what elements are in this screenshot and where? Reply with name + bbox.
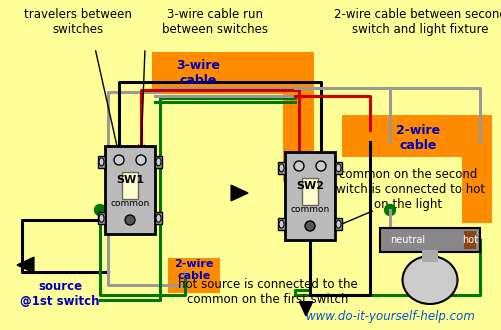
Bar	[155, 156, 162, 168]
Bar	[379, 228, 479, 252]
Text: neutral: neutral	[390, 235, 425, 245]
Ellipse shape	[402, 256, 456, 304]
Ellipse shape	[279, 220, 284, 228]
Bar	[98, 212, 105, 224]
Circle shape	[125, 215, 135, 225]
Bar	[302, 179, 317, 205]
Bar	[283, 52, 313, 182]
Text: source
@1st switch: source @1st switch	[20, 280, 100, 308]
Text: 2-wire
cable: 2-wire cable	[174, 259, 213, 281]
Bar	[463, 231, 475, 249]
Ellipse shape	[99, 158, 104, 166]
Bar	[285, 152, 334, 240]
Circle shape	[94, 205, 105, 215]
Text: common: common	[290, 206, 329, 214]
Bar	[341, 115, 491, 157]
Text: SW1: SW1	[116, 175, 144, 185]
Circle shape	[136, 155, 146, 165]
Bar	[461, 115, 491, 223]
Ellipse shape	[156, 158, 161, 166]
Circle shape	[384, 205, 395, 215]
Bar	[168, 258, 219, 293]
Bar	[278, 162, 285, 174]
Text: SW2: SW2	[296, 181, 323, 191]
Polygon shape	[230, 185, 247, 201]
Bar	[278, 218, 285, 230]
Circle shape	[114, 155, 124, 165]
Ellipse shape	[156, 214, 161, 222]
Bar	[98, 156, 105, 168]
Circle shape	[305, 221, 314, 231]
Text: common on the second
switch is connected to hot
on the light: common on the second switch is connected…	[330, 168, 484, 211]
Circle shape	[294, 161, 304, 171]
Circle shape	[289, 200, 300, 211]
Polygon shape	[299, 302, 312, 316]
Bar	[334, 162, 341, 174]
Ellipse shape	[335, 220, 340, 228]
Bar	[421, 250, 437, 262]
Text: www.do-it-yourself-help.com: www.do-it-yourself-help.com	[305, 310, 473, 323]
Circle shape	[315, 161, 325, 171]
Bar	[105, 146, 155, 234]
Ellipse shape	[335, 164, 340, 172]
Text: travelers between
switches: travelers between switches	[24, 8, 132, 36]
Text: 2-wire
cable: 2-wire cable	[395, 124, 439, 152]
Bar	[152, 52, 313, 94]
Polygon shape	[17, 257, 34, 273]
Text: hot: hot	[461, 235, 477, 245]
Bar	[334, 218, 341, 230]
Text: 3-wire cable run
between switches: 3-wire cable run between switches	[162, 8, 268, 36]
Ellipse shape	[99, 214, 104, 222]
Text: 3-wire
cable: 3-wire cable	[176, 59, 219, 87]
Ellipse shape	[279, 164, 284, 172]
Text: common: common	[110, 200, 149, 209]
Text: hot source is connected to the
common on the first switch: hot source is connected to the common on…	[178, 278, 357, 306]
Bar	[155, 212, 162, 224]
Polygon shape	[299, 57, 312, 71]
Text: 2-wire cable between second
switch and light fixture: 2-wire cable between second switch and l…	[333, 8, 501, 36]
Bar	[122, 172, 138, 199]
